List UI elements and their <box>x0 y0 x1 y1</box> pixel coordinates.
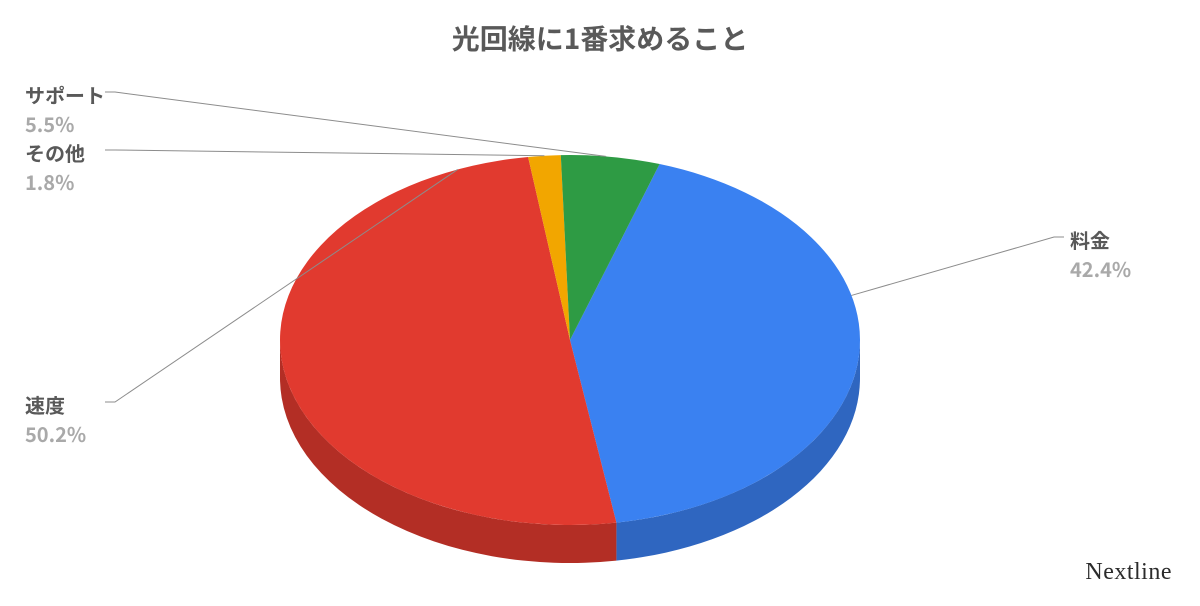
callout-other-pct: 1.8% <box>25 167 85 196</box>
callout-support-pct: 5.5% <box>25 109 105 138</box>
callout-price-label: 料金 <box>1070 225 1131 254</box>
callout-support: サポート 5.5% <box>25 80 105 138</box>
callout-price-pct: 42.4% <box>1070 254 1131 283</box>
callout-speed: 速度 50.2% <box>25 390 86 448</box>
brand-logo: Nextline <box>1085 559 1172 586</box>
leader-line <box>105 92 606 156</box>
callout-speed-label: 速度 <box>25 390 86 419</box>
leader-line <box>851 237 1064 295</box>
callout-speed-pct: 50.2% <box>25 419 86 448</box>
callout-other: その他 1.8% <box>25 138 85 196</box>
pie-chart <box>0 0 1200 606</box>
callout-price: 料金 42.4% <box>1070 225 1131 283</box>
callout-support-label: サポート <box>25 80 105 109</box>
leader-line <box>105 150 544 156</box>
callout-other-label: その他 <box>25 138 85 167</box>
